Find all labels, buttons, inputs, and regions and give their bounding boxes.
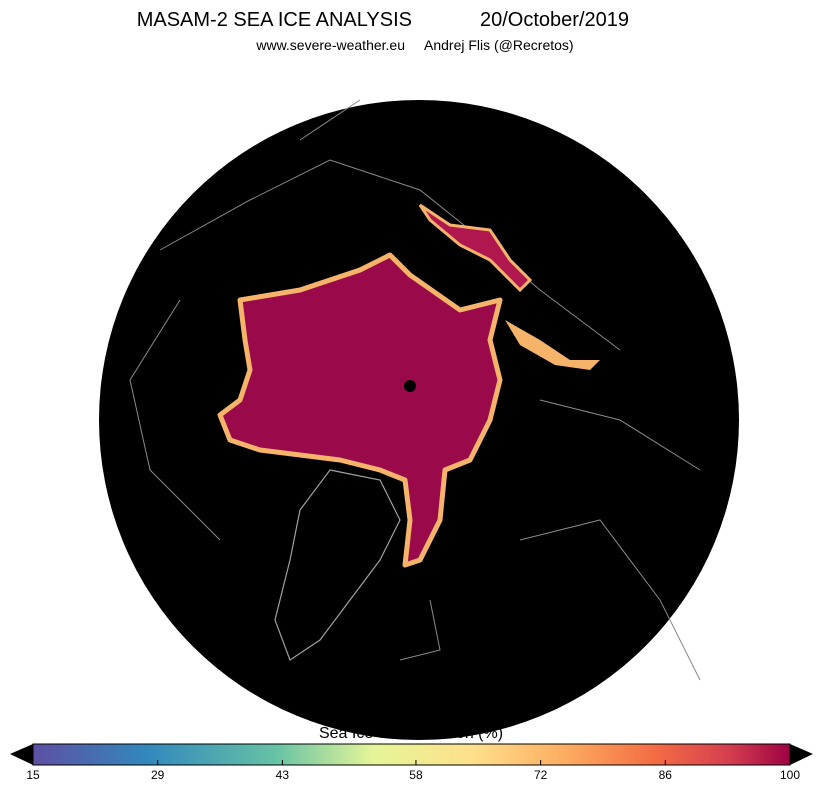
colorbar-tick-label: 29 <box>151 768 165 782</box>
map <box>99 99 739 740</box>
colorbar-tick-label: 43 <box>276 768 290 782</box>
colorbar-tick-label: 72 <box>534 768 548 782</box>
colorbar-arrow-left <box>10 744 33 765</box>
title: MASAM-2 SEA ICE ANALYSIS <box>137 9 412 31</box>
sea-ice-east <box>418 203 533 293</box>
north-pole <box>404 380 416 392</box>
colorbar-tick-label: 15 <box>26 768 40 782</box>
ice-edge <box>505 320 600 370</box>
colorbar: Sea Ice concentration (%) 15 29 43 58 72 86 10… <box>10 725 813 782</box>
colorbar-gradient <box>32 743 791 766</box>
author: Andrej Flis (@Recretos) <box>424 37 574 53</box>
site: www.severe-weather.eu <box>255 37 405 53</box>
coastlines <box>129 99 701 681</box>
colorbar-tick-label: 58 <box>409 768 423 782</box>
date: 20/October/2019 <box>480 9 629 31</box>
greenland <box>274 469 401 661</box>
colorbar-tick-label: 86 <box>659 768 673 782</box>
sea-ice <box>217 252 503 568</box>
colorbar-arrow-right <box>790 744 813 765</box>
colorbar-label: Sea Ice concentration (%) <box>319 725 503 742</box>
colorbar-tick-label: 100 <box>780 768 800 782</box>
